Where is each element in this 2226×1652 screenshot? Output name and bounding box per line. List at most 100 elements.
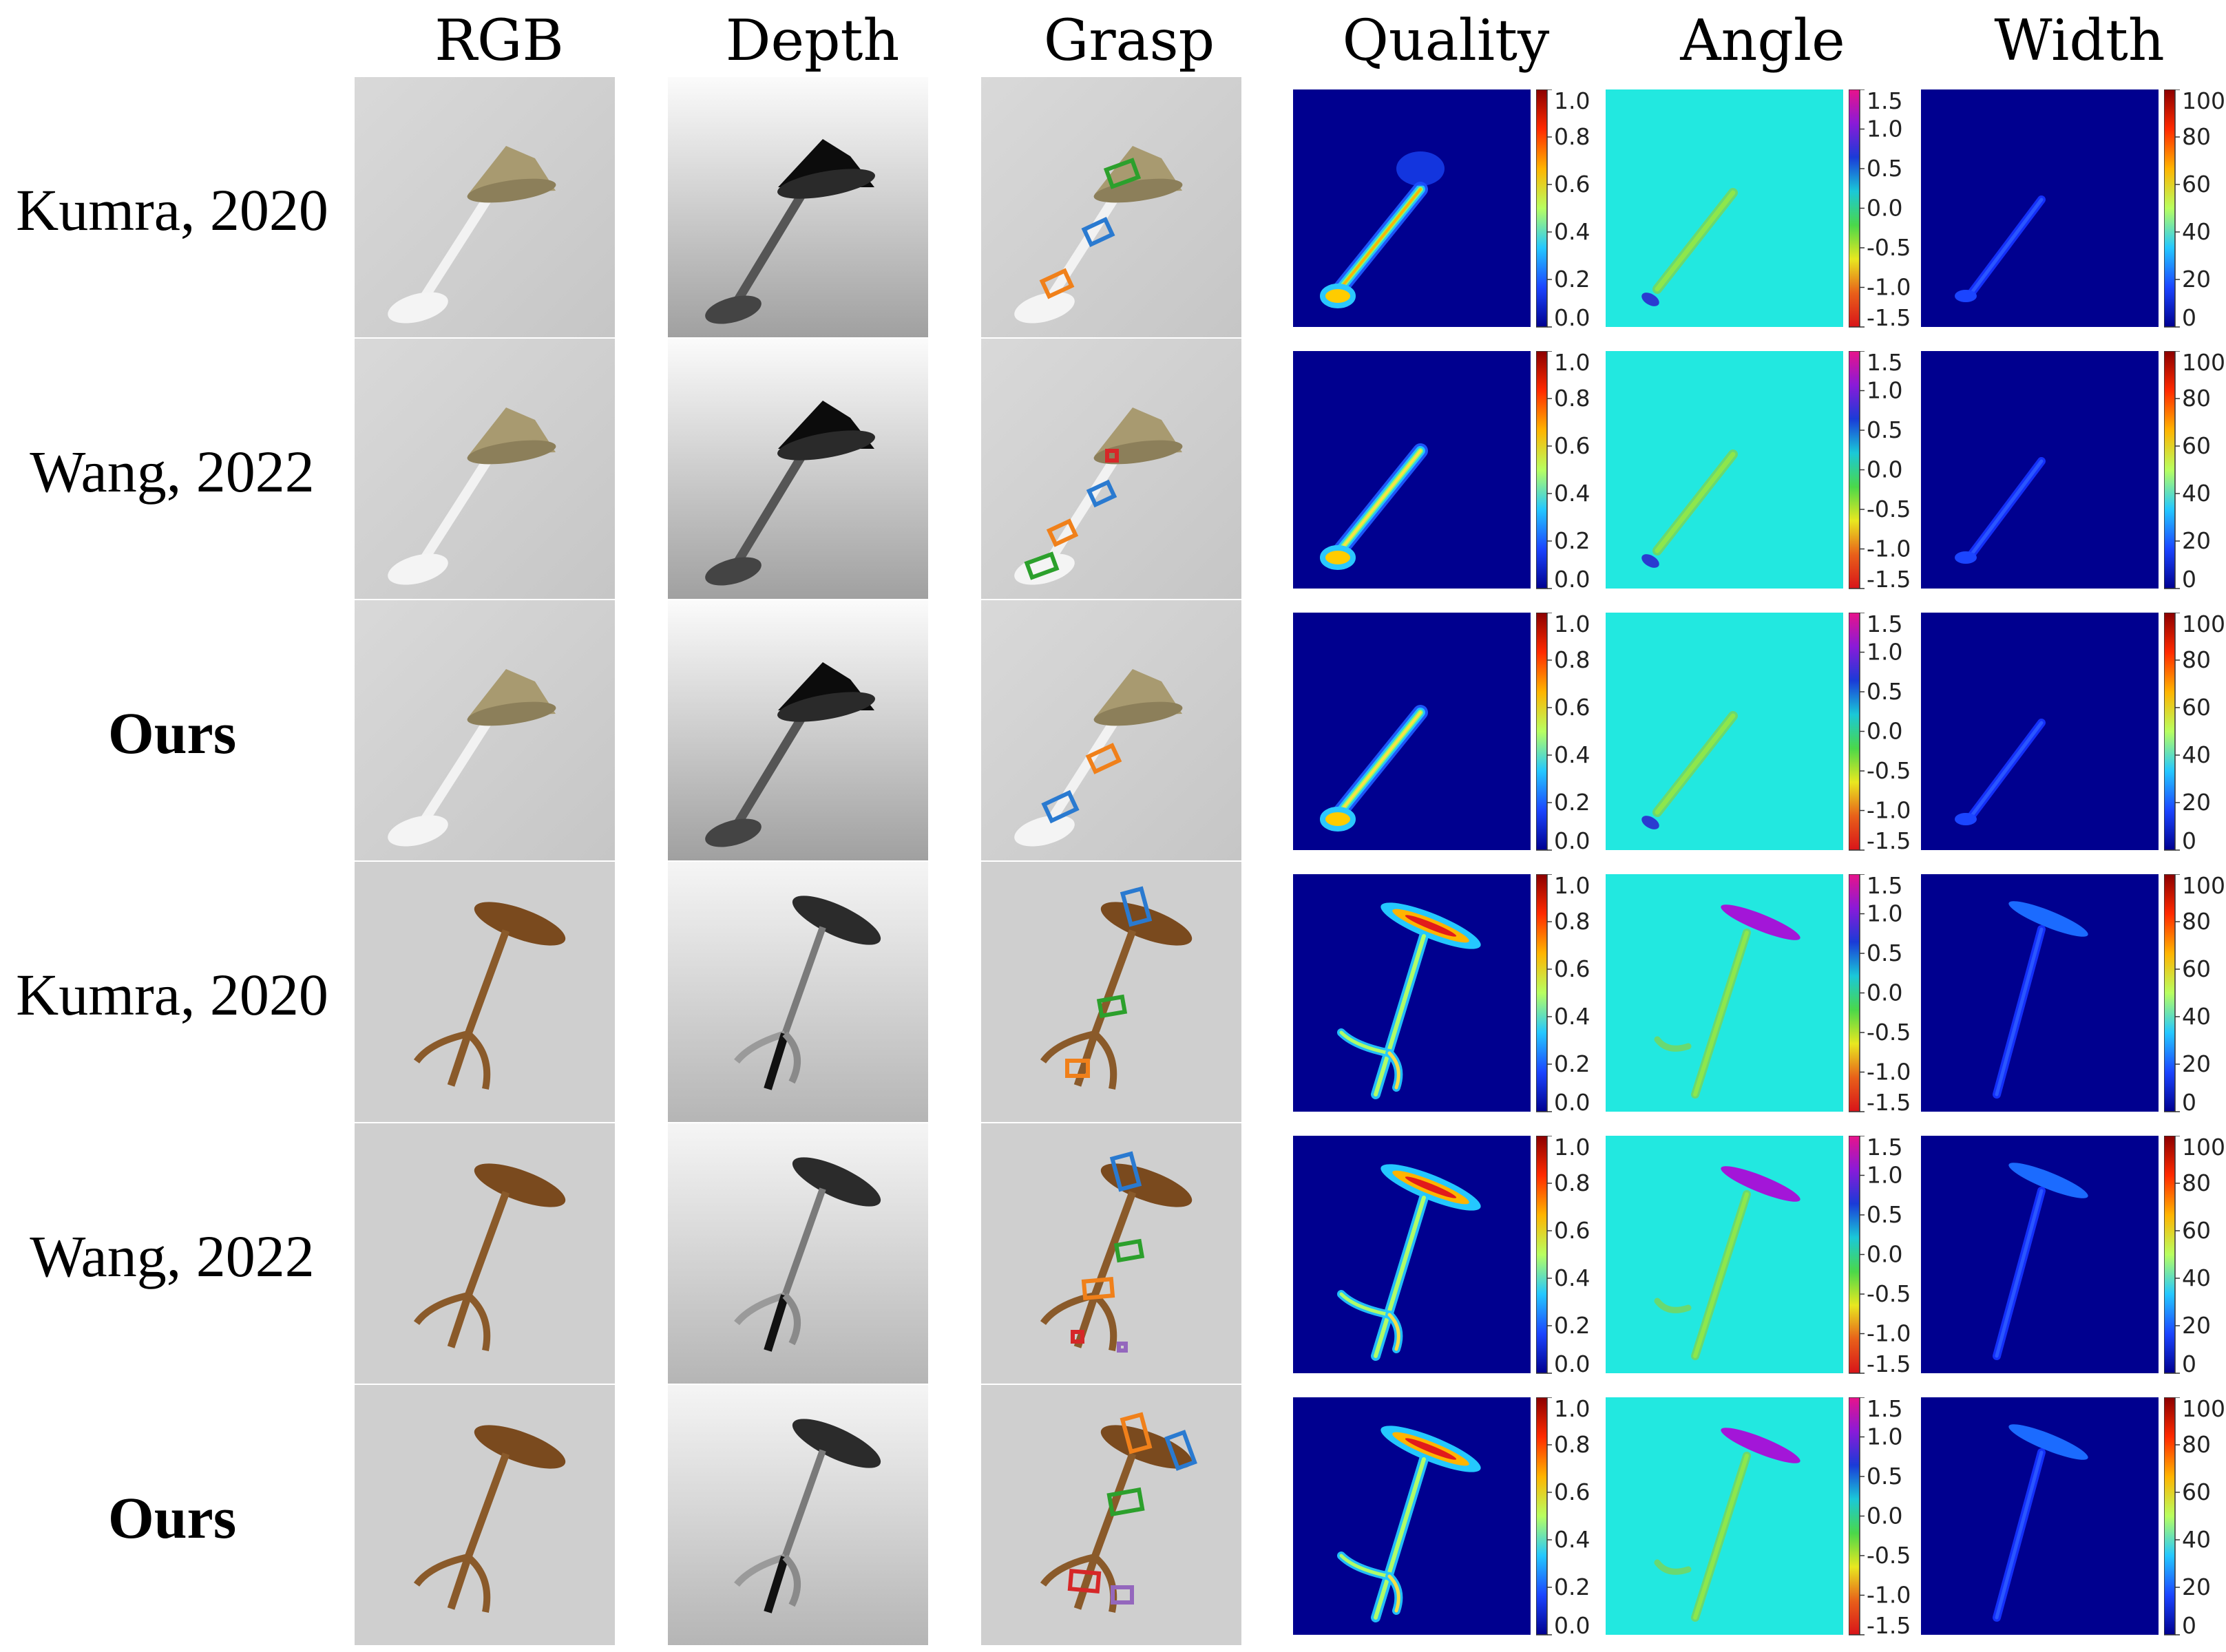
colorbar-tick-label: 1.0 [1554,89,1590,114]
grasp-rectangle [1109,1151,1142,1192]
colorbar-tick-label: 0.6 [1554,694,1590,721]
colorbar-tick-label: 0.5 [1867,678,1902,705]
header-width: Width [1994,8,2165,74]
colorbar-tick-label: 1.0 [1867,377,1902,404]
colorbar-tick-label: 40 [2182,1264,2211,1291]
colorbar-tick-label: -1.5 [1867,566,1911,590]
colorbar-tick-label: 0.4 [1554,480,1590,507]
colorbar-tick-label: 0 [2182,1612,2196,1636]
colorbar-tick-label: 0.4 [1554,741,1590,768]
row-label-5: Wang, 2022 [30,1223,315,1289]
grasp-rectangle [1071,1330,1084,1344]
colorbar-tick-label: 0.0 [1554,304,1590,328]
depth-image [668,77,928,337]
colorbar-tick-label: 0.8 [1554,123,1590,150]
colorbar-tick-label: 0.5 [1867,416,1902,443]
grasp-rectangle [1085,743,1122,774]
colorbar-tick-label: -0.5 [1867,496,1911,522]
grasp-rectangle [1164,1430,1197,1471]
rgb-image [355,600,615,860]
colorbar-tick-label: 0.6 [1554,171,1590,198]
quality-heatmap [1293,874,1531,1112]
colorbar-tick-label: 0.8 [1554,908,1590,935]
colorbar-tick-label: -0.5 [1867,1280,1911,1307]
colorbar-tick-label: 0.0 [1554,1351,1590,1375]
colorbar-tick-label: -0.5 [1867,757,1911,784]
colorbar-tick-label: 20 [2182,1574,2211,1600]
colorbar-tick-label: 0.6 [1554,955,1590,982]
angle-colorbar: 1.51.0 0.5 0.0 -0.5 -1.0 -1.5 [1849,351,1911,590]
header-rgb: RGB [434,8,564,74]
colorbar-tick-label: 100 [2182,1136,2225,1161]
quality-heatmap [1293,351,1531,589]
colorbar-tick-label: 0.2 [1554,1574,1590,1600]
colorbar-tick-label: 60 [2182,694,2211,721]
width-heatmap [1921,1136,2159,1373]
angle-colorbar: 1.51.0 0.5 0.0 -0.5 -1.0 -1.5 [1849,89,1911,328]
colorbar-tick-label: 100 [2182,351,2225,376]
colorbar-tick-label: -1.0 [1867,274,1911,301]
colorbar-tick-label: 1.5 [1867,1136,1902,1161]
rgb-image [355,77,615,337]
angle-colorbar: 1.51.0 0.5 0.0 -0.5 -1.0 -1.5 [1849,1397,1911,1636]
colorbar-tick-label: 0.0 [1867,718,1902,745]
colorbar-tick-label: 0.5 [1867,1463,1902,1490]
width-heatmap [1921,874,2159,1112]
colorbar-tick-label: 1.0 [1867,639,1902,666]
colorbar-tick-label: 0.0 [1867,195,1902,222]
grasp-rectangle [1113,1238,1145,1263]
grasp-rectangle [1105,449,1119,463]
quality-colorbar: 1.0 0.8 0.6 0.4 0.2 0.0 [1536,613,1590,851]
colorbar-tick-label: 100 [2182,613,2225,637]
colorbar-tick-label: 40 [2182,480,2211,507]
colorbar-tick-label: 1.5 [1867,874,1902,899]
colorbar-tick-label: 0.2 [1554,1312,1590,1339]
quality-heatmap [1293,89,1531,327]
grasp-image [981,77,1241,337]
colorbar-tick-label: -1.0 [1867,1059,1911,1086]
colorbar-tick-label: 20 [2182,789,2211,816]
colorbar-tick-label: -1.0 [1867,797,1911,824]
colorbar-tick-label: 0.0 [1867,456,1902,483]
colorbar-tick-label: 0 [2182,566,2196,590]
rgb-image [355,862,615,1122]
colorbar-tick-label: -1.5 [1867,827,1911,851]
grasp-rectangle [1065,1059,1090,1078]
colorbar-tick-label: 0 [2182,1089,2196,1113]
depth-image [668,1385,928,1645]
rgb-image [355,339,615,599]
colorbar-tick-label: 20 [2182,1050,2211,1077]
colorbar-tick-label: 0.0 [1554,827,1590,851]
rgb-image [355,1123,615,1384]
grasp-image [981,600,1241,860]
width-colorbar: 100 80 60 40 20 0 [2164,1397,2225,1636]
colorbar-tick-label: 0.0 [1554,566,1590,590]
colorbar-tick-label: -1.5 [1867,1612,1911,1636]
angle-heatmap [1606,1397,1843,1635]
colorbar-tick-label: 0.8 [1554,385,1590,412]
colorbar-tick-label: 1.5 [1867,89,1902,114]
row-label-2: Wang, 2022 [30,438,315,505]
colorbar-tick-label: 20 [2182,266,2211,293]
colorbar-tick-label: 1.0 [1867,116,1902,142]
grasp-rectangle [1106,1487,1145,1517]
colorbar-tick-label: 1.0 [1554,874,1590,899]
grasp-rectangle [1039,268,1075,299]
angle-heatmap [1606,351,1843,589]
grasp-rectangle [1024,551,1060,580]
grasp-rectangle [1041,790,1080,824]
colorbar-tick-label: 0 [2182,827,2196,851]
colorbar-tick-label: 0.0 [1554,1612,1590,1636]
colorbar-tick-label: 60 [2182,432,2211,459]
quality-colorbar: 1.0 0.8 0.6 0.4 0.2 0.0 [1536,1136,1590,1375]
colorbar-tick-label: 40 [2182,741,2211,768]
colorbar-tick-label: 1.0 [1867,1423,1902,1450]
colorbar-tick-label: 0.0 [1867,979,1902,1006]
colorbar-tick-label: 1.0 [1867,900,1902,927]
width-colorbar: 100 80 60 40 20 0 [2164,613,2225,851]
grasp-rectangle [1086,479,1117,508]
depth-image [668,862,928,1122]
row-label-3: Ours [107,700,237,766]
colorbar-tick-label: 1.0 [1554,613,1590,637]
grasp-rectangle [1120,886,1153,927]
